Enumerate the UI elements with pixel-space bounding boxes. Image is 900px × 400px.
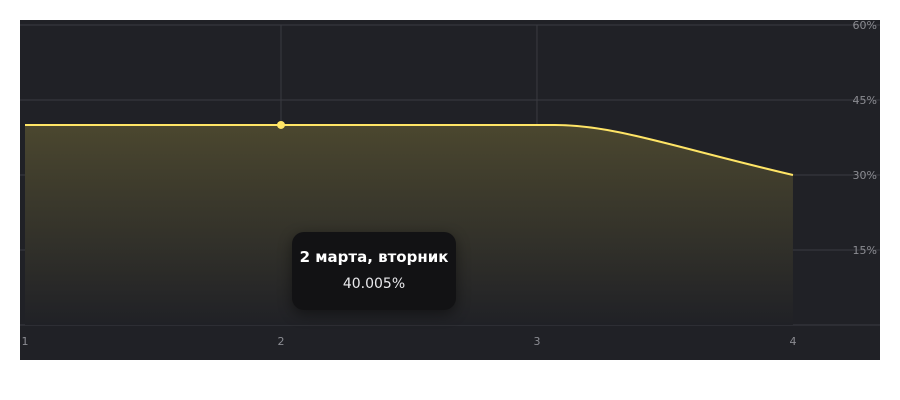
y-tick-label: 60% (853, 20, 877, 32)
chart-panel: 15% 30% 45% 60% 1 2 3 4 2 марта, вторник 40.005… (20, 20, 880, 360)
tooltip: 2 марта, вторник 40.005% (292, 232, 456, 310)
y-tick-label: 30% (853, 169, 877, 182)
x-tick-label: 1 (22, 335, 29, 348)
area-fill (25, 124, 793, 325)
tooltip-value: 40.005% (342, 276, 406, 292)
y-tick-label: 45% (853, 94, 877, 107)
x-tick-label: 2 (277, 335, 284, 348)
area-chart: 15% 30% 45% 60% 1 2 3 4 (20, 20, 880, 348)
tooltip-title: 2 марта, вторник (299, 248, 449, 266)
highlight-point (276, 120, 285, 129)
y-tick-label: 15% (853, 244, 877, 257)
x-tick-label: 4 (789, 335, 796, 348)
x-tick-label: 3 (533, 335, 540, 348)
series-line (24, 123, 794, 176)
